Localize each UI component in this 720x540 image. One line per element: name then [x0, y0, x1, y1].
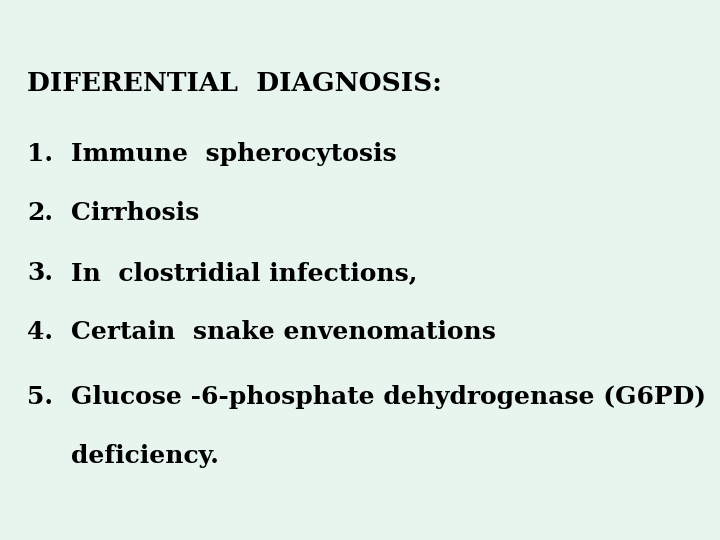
Text: 3.: 3. [27, 261, 53, 285]
Text: Cirrhosis: Cirrhosis [71, 201, 199, 225]
Text: Certain  snake envenomations: Certain snake envenomations [71, 320, 495, 344]
Text: Glucose -6-phosphate dehydrogenase (G6PD): Glucose -6-phosphate dehydrogenase (G6PD… [71, 385, 706, 409]
Text: 1.: 1. [27, 142, 53, 166]
Text: 4.: 4. [27, 320, 53, 344]
Text: 5.: 5. [27, 385, 53, 409]
Text: Immune  spherocytosis: Immune spherocytosis [71, 142, 396, 166]
Text: In  clostridial infections,: In clostridial infections, [71, 261, 417, 285]
Text: deficiency.: deficiency. [71, 444, 218, 468]
Text: 2.: 2. [27, 201, 53, 225]
Text: DIFERENTIAL  DIAGNOSIS:: DIFERENTIAL DIAGNOSIS: [27, 71, 442, 96]
